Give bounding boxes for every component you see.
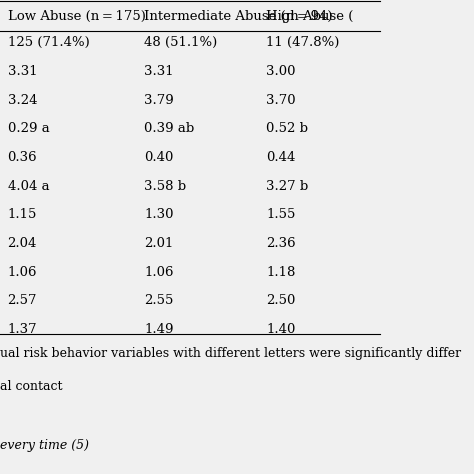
- Text: 125 (71.4%): 125 (71.4%): [8, 36, 90, 49]
- Text: 1.37: 1.37: [8, 323, 37, 336]
- Text: 3.00: 3.00: [266, 65, 296, 78]
- Text: 2.55: 2.55: [145, 294, 174, 307]
- Text: 1.15: 1.15: [8, 208, 37, 221]
- Text: 0.39 ab: 0.39 ab: [145, 122, 195, 135]
- Text: 3.79: 3.79: [145, 93, 174, 107]
- Text: 2.50: 2.50: [266, 294, 295, 307]
- Text: 3.27 b: 3.27 b: [266, 180, 309, 192]
- Text: 0.29 a: 0.29 a: [8, 122, 49, 135]
- Text: ual risk behavior variables with different letters were significantly differ: ual risk behavior variables with differe…: [0, 346, 461, 360]
- Text: 1.55: 1.55: [266, 208, 295, 221]
- Text: 2.01: 2.01: [145, 237, 174, 250]
- Text: 1.18: 1.18: [266, 265, 295, 279]
- Text: 11 (47.8%): 11 (47.8%): [266, 36, 339, 49]
- Text: High Abuse (: High Abuse (: [266, 10, 354, 23]
- Text: every time (5): every time (5): [0, 439, 89, 452]
- Text: 0.40: 0.40: [145, 151, 174, 164]
- Text: 0.36: 0.36: [8, 151, 37, 164]
- Text: 3.70: 3.70: [266, 93, 296, 107]
- Text: 1.40: 1.40: [266, 323, 295, 336]
- Text: Low Abuse (n = 175): Low Abuse (n = 175): [8, 10, 146, 23]
- Text: 3.31: 3.31: [145, 65, 174, 78]
- Text: 3.31: 3.31: [8, 65, 37, 78]
- Text: 2.04: 2.04: [8, 237, 37, 250]
- Text: 1.06: 1.06: [8, 265, 37, 279]
- Text: 48 (51.1%): 48 (51.1%): [145, 36, 218, 49]
- Text: Intermediate Abuse (n = 94): Intermediate Abuse (n = 94): [145, 10, 333, 23]
- Text: 1.30: 1.30: [145, 208, 174, 221]
- Text: 2.57: 2.57: [8, 294, 37, 307]
- Text: 3.24: 3.24: [8, 93, 37, 107]
- Text: 2.36: 2.36: [266, 237, 296, 250]
- Text: al contact: al contact: [0, 380, 63, 393]
- Text: 1.06: 1.06: [145, 265, 174, 279]
- Text: 0.44: 0.44: [266, 151, 295, 164]
- Text: 1.49: 1.49: [145, 323, 174, 336]
- Text: 0.52 b: 0.52 b: [266, 122, 308, 135]
- Text: 4.04 a: 4.04 a: [8, 180, 49, 192]
- Text: 3.58 b: 3.58 b: [145, 180, 187, 192]
